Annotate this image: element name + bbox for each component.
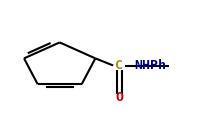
Text: NHPh: NHPh [135,59,167,72]
Text: O: O [115,91,123,104]
Text: C: C [115,59,123,72]
